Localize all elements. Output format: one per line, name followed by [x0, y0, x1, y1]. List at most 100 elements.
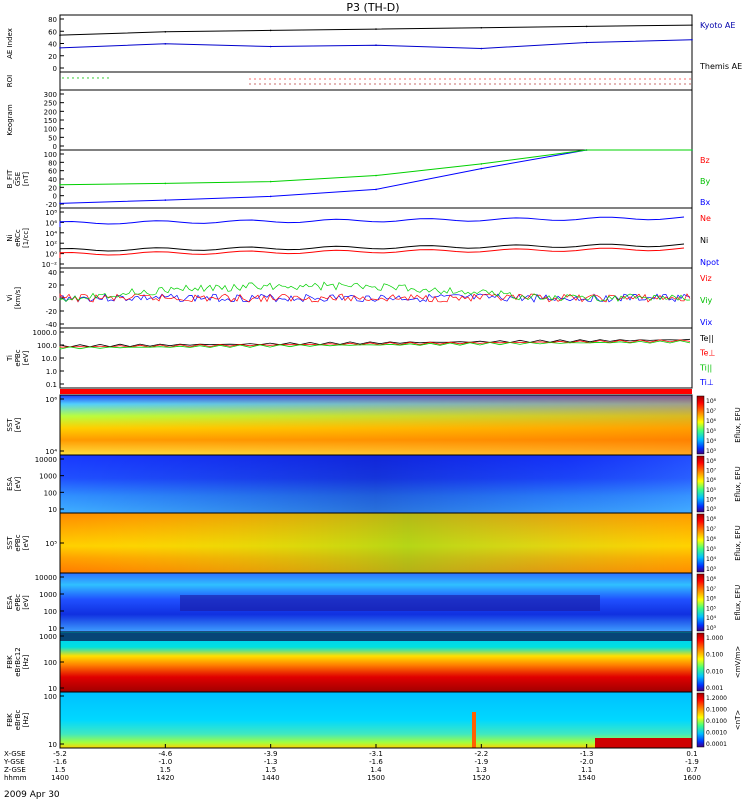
vi-ytick: 0 [53, 295, 57, 303]
roi-dot [674, 78, 676, 80]
roi-dot [484, 83, 486, 85]
esa2-dense-band [180, 595, 600, 611]
roi-dot [77, 77, 79, 79]
roi-dot [329, 78, 331, 80]
vi-ylabel: [km/s] [14, 287, 22, 310]
roi-dot [454, 83, 456, 85]
fbk1-ylabel: [Hz] [22, 655, 30, 670]
roi-dot [524, 78, 526, 80]
sst2-ylabel: ePBc [14, 534, 22, 551]
roi-dot [569, 83, 571, 85]
roi-dot [479, 78, 481, 80]
colorbar-tick: 10⁴ [706, 556, 717, 563]
roi-dot [289, 78, 291, 80]
sst2-ylabel: [eV] [22, 535, 30, 550]
colorbar-label: Eflux, EFU [734, 407, 742, 442]
keogram-panel-frame [59, 89, 693, 151]
fbk2-ylabel: eBrBc [14, 710, 22, 731]
ni-ytick: 10⁴ [45, 230, 57, 238]
ni-trace [59, 243, 685, 254]
ae-ytick: 40 [48, 41, 57, 49]
roi-dot [594, 78, 596, 80]
xtick-label: 1.5 [54, 766, 65, 774]
roi-dot [414, 83, 416, 85]
colorbar-tick: 10⁴ [706, 615, 717, 622]
sst1-ylabel: SST [6, 418, 14, 432]
ti-legend-item: Te⊥ [699, 349, 715, 358]
xaxis-row-label: hhmm [4, 774, 27, 782]
roi-dot [279, 78, 281, 80]
ni-trace [59, 216, 685, 227]
roi-dot [479, 83, 481, 85]
bfit-ytick: 40 [48, 176, 57, 184]
colorbar-tick: 10⁴ [706, 496, 717, 503]
roi-dot [474, 83, 476, 85]
roi-dot [654, 78, 656, 80]
roi-dot [654, 83, 656, 85]
ti-legend-item: Te|| [699, 334, 714, 343]
ti-trace [59, 340, 691, 350]
roi-dot [264, 83, 266, 85]
roi-dot [619, 78, 621, 80]
roi-dot [529, 83, 531, 85]
bfit-ylabel: [nT] [22, 172, 30, 186]
colorbar-tick: 10⁷ [706, 526, 717, 533]
colorbar [696, 573, 705, 632]
colorbar-tick: 10⁸ [706, 458, 717, 465]
colorbar-tick: 10⁸ [706, 398, 717, 405]
colorbar-tick: 10⁵ [706, 546, 717, 553]
roi-dot [324, 83, 326, 85]
roi-dot [604, 83, 606, 85]
roi-dot [549, 83, 551, 85]
roi-dot [489, 83, 491, 85]
roi-dot [364, 78, 366, 80]
keogram-ytick: 100 [44, 126, 57, 134]
roi-dot [379, 78, 381, 80]
esa1-ytick: 10000 [35, 456, 57, 464]
roi-dot [494, 83, 496, 85]
roi-dot [254, 78, 256, 80]
xtick-label: -1.9 [474, 758, 488, 766]
roi-dot [634, 78, 636, 80]
roi-dot [584, 78, 586, 80]
roi-dot [499, 78, 501, 80]
roi-dot [259, 78, 261, 80]
xtick-label: 1.1 [581, 766, 592, 774]
roi-dot [689, 83, 691, 85]
colorbar-label: Eflux, EFU [734, 466, 742, 501]
fbk2-spectrogram [60, 692, 692, 748]
ni-legend-item: Ni [700, 236, 708, 245]
roi-dot [92, 77, 94, 79]
fbk2-ytick: 10 [48, 741, 57, 749]
roi-dot [107, 77, 109, 79]
roi-dot [574, 83, 576, 85]
ti-ytick: 100.0 [37, 342, 57, 350]
bfit-ytick: 60 [48, 168, 57, 176]
bfit-ytick: 20 [48, 184, 57, 192]
roi-ylabel: ROI [6, 75, 14, 87]
roi-dot [614, 78, 616, 80]
roi-dot [319, 83, 321, 85]
roi-dot [449, 78, 451, 80]
roi-dot [434, 83, 436, 85]
colorbar-tick: 10⁴ [706, 438, 717, 445]
roi-dot [619, 83, 621, 85]
esa2-ytick: 1000 [39, 591, 57, 599]
colorbar-label: Eflux, EFU [734, 585, 742, 620]
colorbar-tick: 0.010 [706, 668, 723, 675]
ni-ytick: 10⁻² [42, 261, 58, 269]
roi-dot [554, 83, 556, 85]
roi-dot [464, 78, 466, 80]
colorbar-tick: 10⁶ [706, 477, 717, 484]
roi-dot [589, 78, 591, 80]
vi-legend-item: Viz [700, 274, 712, 283]
roi-dot [539, 83, 541, 85]
roi-dot [629, 83, 631, 85]
roi-dot [459, 83, 461, 85]
roi-dot [299, 78, 301, 80]
colorbar-tick: 10⁶ [706, 536, 717, 543]
ae-panel-frame [59, 14, 693, 73]
roi-dot [559, 78, 561, 80]
roi-dot [544, 78, 546, 80]
ti-ylabel: ePBc [14, 349, 22, 366]
